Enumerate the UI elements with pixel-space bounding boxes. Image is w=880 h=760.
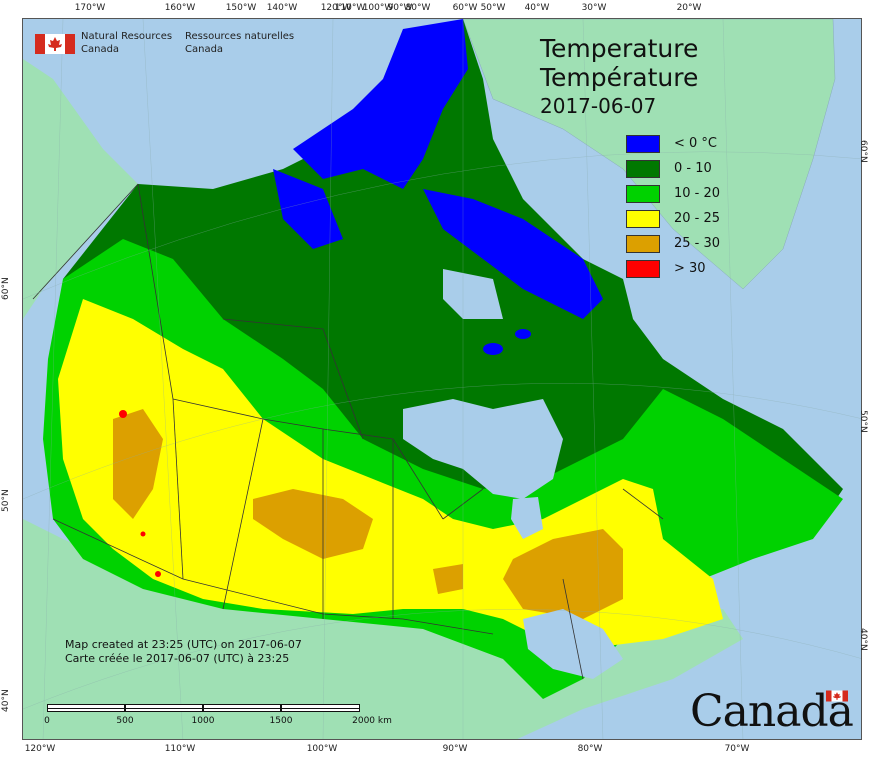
scale-label: 0 (44, 716, 50, 726)
scale-bar (47, 704, 360, 714)
credit-en: Map created at 23:25 (UTC) on 2017-06-07 (65, 638, 302, 651)
title-date: 2017-06-07 (540, 94, 657, 118)
legend-swatch (626, 160, 660, 178)
legend-label: 20 - 25 (674, 211, 721, 226)
graticule-top-label: 120°W (320, 3, 352, 13)
legend-label: 10 - 20 (674, 186, 721, 201)
greenland-land (462, 19, 836, 290)
temperature-map-svg (23, 19, 861, 739)
agency-name-fr: Ressources naturelles Canada (185, 31, 295, 55)
legend-swatch (626, 135, 660, 153)
arctic-islands-cold (293, 19, 468, 189)
graticule-top-label: 110°W (334, 3, 366, 13)
foxe-basin (443, 269, 503, 319)
credit-fr: Carte créée le 2017-06-07 (UTC) à 23:25 (65, 652, 290, 665)
graticule-top-label: 170°W (74, 3, 106, 13)
graticule-top-label: 50°W (480, 3, 506, 13)
legend-swatch (626, 235, 660, 253)
graticule-top-label: 60°W (452, 3, 478, 13)
graticule-top-label: 30°W (581, 3, 607, 13)
graticule-bottom-label: 70°W (724, 744, 750, 754)
graticule-bottom-label: 90°W (442, 744, 468, 754)
graticule-top-label: 150°W (225, 3, 257, 13)
graticule-lines (23, 19, 861, 739)
hot-zone-south (433, 564, 463, 594)
hot-zone-west (113, 409, 163, 519)
graticule-right-label: 40°N (858, 628, 868, 651)
legend-label: 0 - 10 (674, 161, 712, 176)
scale-label: 500 (116, 716, 134, 726)
legend-label: 25 - 30 (674, 236, 721, 251)
canada-flag-icon (35, 34, 75, 54)
very-hot-spot-1 (119, 410, 127, 418)
graticule-top-label: 20°W (676, 3, 702, 13)
hot-zone-prairie (253, 489, 373, 559)
graticule-top-label: 160°W (164, 3, 196, 13)
hot-zone-ontario (503, 529, 623, 619)
graticule-bottom-label: 110°W (164, 744, 196, 754)
hudson-bay (403, 399, 563, 499)
baffin-cold (423, 189, 603, 319)
scale-label: 2000 km (352, 716, 392, 726)
map-canvas[interactable] (22, 18, 862, 740)
arctic-islands-cold-2 (273, 169, 343, 249)
legend-label: < 0 °C (674, 136, 718, 151)
title-en: Temperature (540, 34, 699, 63)
graticule-left-label: 50°N (1, 489, 11, 512)
legend-label: > 30 (674, 261, 706, 276)
scale-label: 1000 (191, 716, 215, 726)
title-fr: Température (540, 63, 699, 92)
legend-swatch (626, 185, 660, 203)
graticule-bottom-label: 120°W (24, 744, 56, 754)
graticule-top-label: 100°W (362, 3, 394, 13)
great-lakes (523, 609, 623, 679)
graticule-bottom-label: 80°W (577, 744, 603, 754)
cold-patch-3 (483, 343, 503, 355)
very-hot-spot-3 (140, 531, 146, 537)
graticule-left-label: 40°N (1, 689, 11, 712)
graticule-right-label: 50°N (858, 410, 868, 433)
graticule-top-label: 80°W (405, 3, 431, 13)
map-title: Temperature Température 2017-06-07 (540, 34, 698, 120)
agency-name-en: Natural Resources Canada (81, 31, 173, 55)
graticule-left-label: 60°N (1, 277, 11, 300)
wordmark-flag-icon (826, 690, 848, 702)
legend-swatch (626, 260, 660, 278)
graticule-top-label: 140°W (266, 3, 298, 13)
map-credit: Map created at 23:25 (UTC) on 2017-06-07… (65, 638, 302, 666)
very-hot-spot-2 (155, 571, 161, 577)
province-borders (32, 183, 664, 680)
cold-patch-4 (515, 329, 531, 339)
graticule-right-label: 60°N (858, 140, 868, 163)
james-bay (511, 497, 543, 539)
graticule-top-label: 90°W (387, 3, 413, 13)
alaska-land (23, 59, 138, 319)
graticule-bottom-label: 100°W (306, 744, 338, 754)
graticule-top-label: 40°W (524, 3, 550, 13)
scale-label: 1500 (269, 716, 293, 726)
legend-swatch (626, 210, 660, 228)
